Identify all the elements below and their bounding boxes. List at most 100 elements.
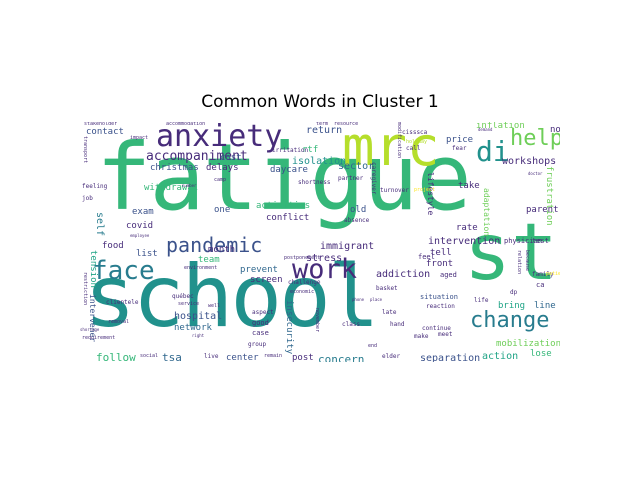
word-tension: tension (88, 250, 98, 288)
word-camp: camp (214, 177, 227, 183)
word-modification: modification (396, 122, 402, 159)
word-help: help (510, 126, 560, 151)
word-removal: removal (108, 319, 130, 325)
word-tell: tell (430, 248, 452, 258)
word-covid: covid (126, 221, 154, 231)
word-fear: fear (452, 145, 467, 152)
word-mrc: mrc (342, 122, 440, 178)
word-exam: exam (132, 207, 154, 217)
word-workshops: workshops (502, 156, 557, 167)
word-basket: basket (376, 285, 398, 292)
word-isolation: isolation (292, 156, 347, 167)
word-restriction: restriction (82, 272, 88, 306)
word-lifestyle: lifestyle (426, 172, 435, 216)
word-stress: stress (306, 253, 343, 264)
word-well: well (208, 303, 221, 309)
word-separation: separation (420, 353, 481, 363)
word-lose: lose (530, 349, 552, 359)
word-hospital: hospital (174, 311, 223, 322)
word-group: group (248, 341, 267, 348)
word-line: line (534, 301, 556, 311)
word-insecurity: insecurity (284, 300, 294, 355)
word-di: di (476, 135, 510, 168)
word-project: project (414, 187, 436, 193)
word-resource: resource (334, 122, 359, 127)
word-change: change (470, 308, 550, 333)
word-return: return (306, 125, 343, 136)
word-bring: bring (498, 301, 526, 311)
word-anxiety: anxiety (156, 122, 283, 154)
word-dp: dp (510, 289, 518, 296)
word-cost: cost (220, 153, 242, 163)
word-activities: activities (256, 201, 311, 211)
word-end: end (368, 343, 378, 349)
word-november: november (314, 308, 320, 333)
word-intervention: intervention (428, 236, 501, 247)
word-price: price (446, 135, 474, 145)
word-old: old (350, 205, 367, 215)
word-life: life (474, 297, 489, 304)
word-cloud: fatigue school st mrc anxiety face work … (80, 122, 560, 362)
word-caregiver: caregiver (370, 162, 377, 195)
word-challenge: challenge (288, 279, 321, 286)
word-accommodation: accommodation (166, 122, 206, 127)
word-adaptation: adaptation (482, 188, 491, 237)
word-team: team (198, 255, 220, 265)
word-front: front (426, 259, 454, 269)
word-aged: aged (440, 271, 457, 279)
word-screen: screen (250, 275, 283, 285)
word-environment: environment (184, 265, 218, 271)
chart-title: Common Words in Cluster 1 (201, 92, 439, 112)
word-daycare: daycare (270, 165, 308, 175)
word-demand: demand (478, 127, 493, 132)
word-clientele: clientele (106, 299, 139, 306)
word-patient: patient (546, 271, 560, 277)
word-doctor: doctor (528, 171, 543, 176)
word-network: network (174, 323, 212, 333)
word-economic: economic (290, 289, 315, 295)
word-transport: transport (82, 136, 88, 164)
word-irritation: irritation (272, 147, 309, 154)
word-work: work (292, 254, 358, 285)
word-inflation: inflation (476, 122, 525, 131)
word-cisssca: cisssca (402, 129, 428, 136)
word-aspect: aspect (252, 309, 274, 316)
word-class: class (342, 321, 361, 328)
word-frustration: frustration (544, 166, 554, 226)
word-remain: remain (264, 353, 283, 359)
word-month: month (208, 245, 236, 255)
word-conflict: conflict (266, 213, 310, 223)
word-mobilization: mobilization (496, 339, 560, 349)
word-one: one (214, 205, 231, 215)
word-christmas: christmas (150, 163, 199, 173)
word-withdrawal: withdrawal (144, 183, 199, 193)
word-quebec: québec (172, 293, 194, 300)
word-take: take (458, 181, 480, 191)
word-test: test (532, 237, 549, 245)
word-food: food (102, 241, 124, 251)
word-partner: partner (338, 175, 364, 182)
word-accompaniment: accompaniment (146, 149, 248, 164)
word-hand: hand (390, 321, 405, 328)
word-shortness: shortness (298, 179, 331, 186)
word-rtf: rtf (302, 145, 319, 155)
word-case: case (252, 329, 269, 337)
word-number: number (182, 183, 197, 188)
word-job: job (82, 195, 93, 202)
word-family: family (532, 271, 554, 278)
word-center: center (226, 353, 259, 363)
word-ca: ca (536, 281, 545, 289)
word-action: action (482, 351, 519, 362)
word-postponement: postponement (284, 255, 321, 261)
word-follow: follow (96, 351, 136, 362)
word-late: late (382, 309, 397, 316)
word-employee: employee (130, 233, 150, 238)
word-face: face (92, 256, 155, 286)
word-social: social (140, 353, 159, 359)
word-place: place (370, 297, 383, 302)
word-reaction: reaction (426, 303, 455, 310)
word-relation: relation (516, 250, 522, 275)
word-intervener: intervener (88, 294, 97, 343)
word-physician: physician (504, 237, 542, 245)
word-make: make (414, 333, 429, 340)
